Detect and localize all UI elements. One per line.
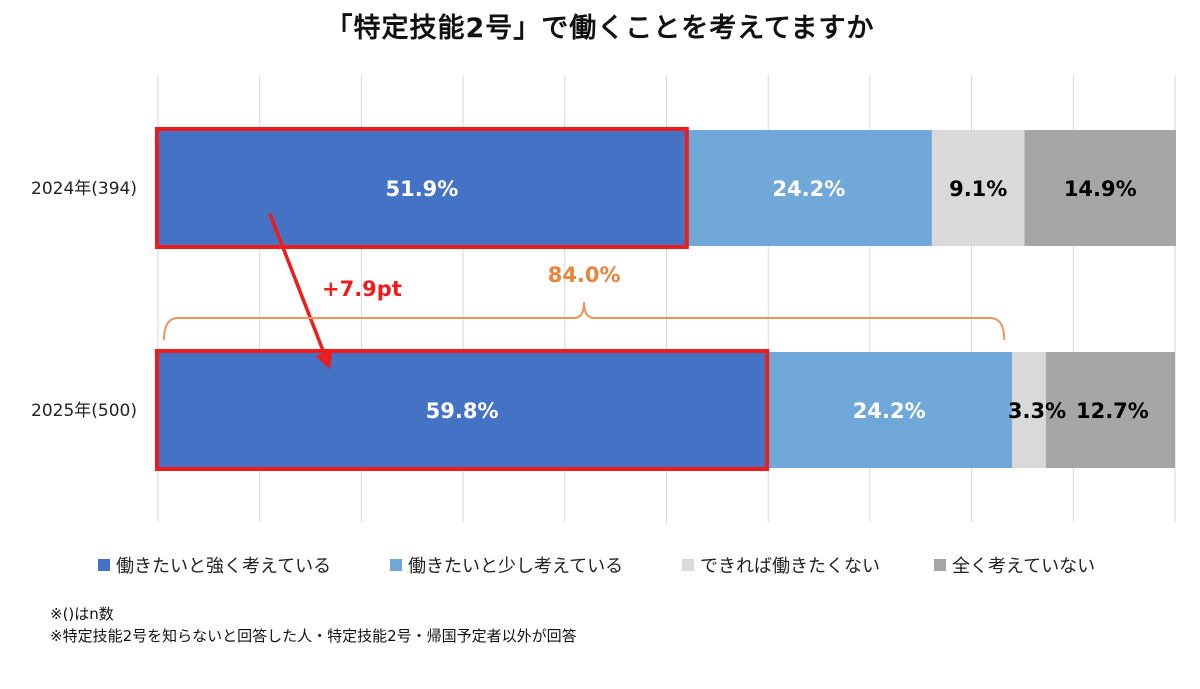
legend-item: 働きたいと強く考えている [98,552,331,578]
bar-segment [685,130,932,246]
legend: 働きたいと強く考えている 働きたいと少し考えている できれば働きたくない 全く考えてい… [0,552,1200,578]
data-label: 24.2% [772,177,845,201]
bar-segment [1024,130,1177,246]
legend-label: できれば働きたくない [700,556,880,577]
legend-swatch [934,559,946,571]
data-label: 51.9% [385,177,458,201]
bar-segment [766,352,1013,468]
legend-label: 働きたいと少し考えている [408,556,624,577]
legend-item: できれば働きたくない [682,552,880,578]
data-label: 3.3% [1008,399,1066,423]
legend-label: 全く考えていない [952,556,1096,577]
data-label: 14.9% [1064,177,1137,201]
bar-segment [158,130,686,246]
bar-segment [1012,352,1046,468]
footnote-respondents: ※特定技能2号を知らないと回答した人・特定技能2号・帰国予定者以外が回答 [50,627,577,645]
legend-swatch [390,559,402,571]
bracket-total-label: 84.0% [548,263,621,287]
footnote-n: ※()はn数 [50,605,114,623]
legend-swatch [98,559,110,571]
category-label: 2025年(500) [31,401,137,421]
legend-swatch [682,559,694,571]
bar-segment [1045,352,1175,468]
highlight-box [155,127,689,249]
bars: 2024年(394) 51.9% 24.2% 9.1% 14.9% 2025年(500) 5… [31,130,1177,468]
data-label: 59.8% [426,399,499,423]
data-label: 24.2% [853,399,926,423]
bar-segment [158,352,767,468]
change-annotation: +7.9pt [322,277,402,301]
annotations: +7.9pt 84.0% [155,127,1006,471]
bracket [163,301,1006,341]
data-label: 9.1% [949,177,1007,201]
arrow-icon [268,213,333,370]
data-label: 12.7% [1076,399,1149,423]
bar-segment [931,130,1025,246]
legend-item: 働きたいと少し考えている [390,552,623,578]
footnotes: ※()はn数 ※特定技能2号を知らないと回答した人・特定技能2号・帰国予定者以外… [50,603,577,647]
category-label: 2024年(394) [31,179,137,199]
highlight-box [155,349,770,471]
legend-label: 働きたいと強く考えている [116,556,332,577]
chart-title: 「特定技能2号」で働くことを考えてますか [325,13,875,44]
legend-item: 全く考えていない [934,552,1095,578]
